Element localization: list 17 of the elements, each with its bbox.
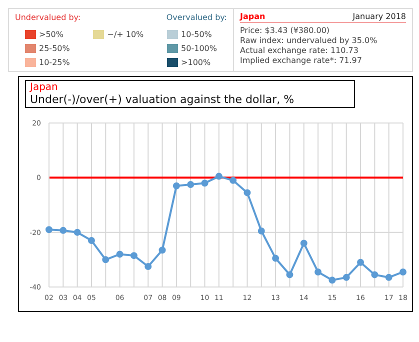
text: Price: $3.43 (¥380.00) <box>240 26 331 36</box>
category-label: 10-50% <box>181 30 212 38</box>
category-label: 25-50% <box>39 44 70 52</box>
text: Raw index: undervalued by 35.0% <box>240 36 378 46</box>
category-label: 10-25% <box>39 58 70 66</box>
text: Japan <box>240 12 266 21</box>
category-label: 50-100% <box>181 44 217 52</box>
text: Actual exchange rate: 110.73 <box>240 46 360 56</box>
category-label: >100% <box>181 58 211 66</box>
text: Undervalued by: <box>15 13 81 22</box>
text: Implied exchange rate*: 71.97 <box>240 56 363 66</box>
chart-title: Japan <box>30 82 59 93</box>
text: Overvalued by: <box>166 13 227 22</box>
category-label: −/+ 10% <box>107 30 144 38</box>
text: January 2018 <box>352 12 406 21</box>
category-label: >50% <box>39 30 64 38</box>
chart-subtitle: Under(-)/over(+) valuation against the dollar, % <box>30 93 296 106</box>
